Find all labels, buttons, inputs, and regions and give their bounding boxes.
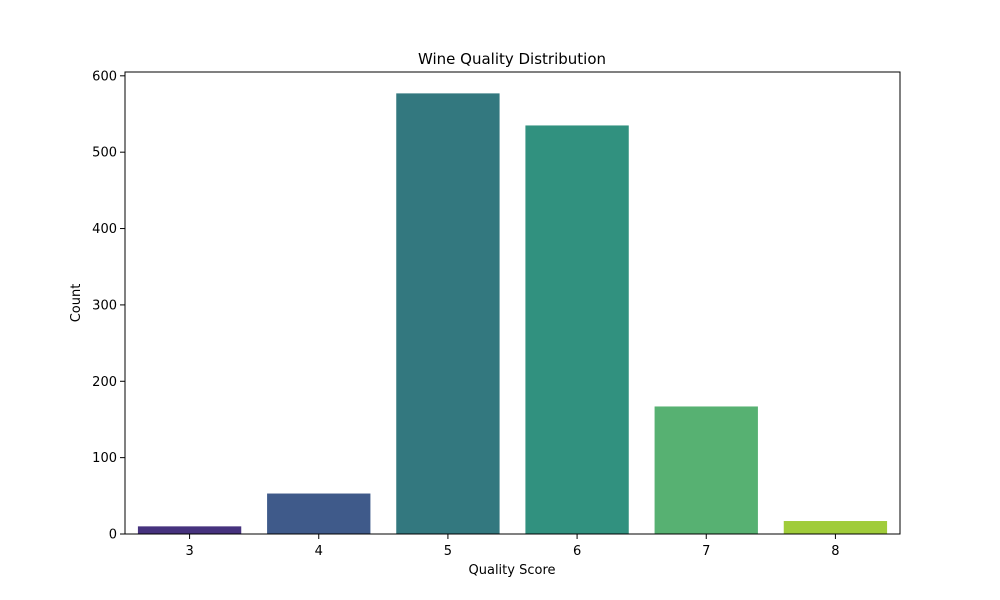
bar-quality-7 (654, 406, 758, 534)
y-tick-label: 600 (92, 69, 117, 84)
bar-quality-5 (396, 93, 500, 534)
bar-quality-6 (525, 125, 629, 535)
x-tick-label: 8 (831, 544, 839, 559)
bar-quality-3 (137, 526, 242, 534)
y-tick-label: 300 (92, 298, 117, 313)
x-tick-label: 6 (573, 544, 581, 559)
y-tick-label: 500 (92, 146, 117, 161)
x-axis-label: Quality Score (469, 563, 556, 578)
bar-quality-4 (267, 493, 371, 534)
y-tick-label: 400 (92, 222, 117, 237)
x-tick-label: 5 (444, 544, 452, 559)
y-tick-label: 0 (109, 528, 117, 543)
x-tick-label: 3 (185, 544, 193, 559)
plot-frame (124, 71, 901, 535)
x-tick-label: 7 (702, 544, 710, 559)
x-tick-label: 4 (315, 544, 323, 559)
plot-area: 0 100 200 300 400 500 600 3 4 5 6 7 8 (92, 69, 888, 559)
y-tick-label: 100 (92, 451, 117, 466)
y-tick-label: 200 (92, 375, 117, 390)
bar-quality-8 (783, 521, 888, 534)
chart-title: Wine Quality Distribution (418, 50, 606, 68)
y-axis-label: Count (69, 284, 84, 323)
